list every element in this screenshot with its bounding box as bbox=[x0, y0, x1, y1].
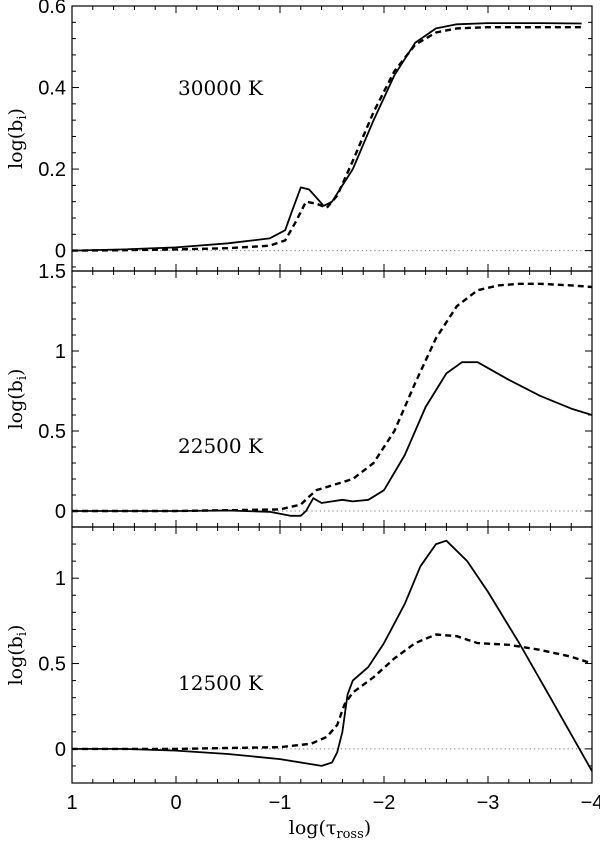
y-tick-label: 0.4 bbox=[38, 78, 66, 100]
y-tick-label: 0 bbox=[55, 241, 66, 263]
y-tick-label: 1.5 bbox=[38, 261, 66, 283]
x-tick-label: −2 bbox=[373, 792, 396, 814]
x-axis-title: log(τross) bbox=[289, 817, 371, 841]
x-tick-label: −4 bbox=[581, 792, 600, 814]
x-tick-label: 0 bbox=[170, 792, 181, 814]
x-tick-label: −3 bbox=[477, 792, 500, 814]
y-tick-label: 0.2 bbox=[38, 159, 66, 181]
x-axis-label-main: log(τ bbox=[289, 817, 337, 839]
x-axis-label: log(τross) bbox=[289, 817, 371, 841]
y-axis-label-main: log(b bbox=[5, 380, 27, 429]
y-axis-label: log(bi) bbox=[5, 625, 30, 686]
y-axis-label-subscript: i bbox=[15, 115, 30, 119]
y-tick-label: 0.5 bbox=[38, 654, 66, 676]
y-axis-label-subscript: i bbox=[15, 632, 30, 636]
panel-annotation: 30000 K bbox=[178, 76, 264, 100]
y-axis-label-subscript: i bbox=[15, 376, 30, 380]
y-axis-label-close: ) bbox=[5, 625, 27, 632]
y-tick-label: 0.6 bbox=[38, 0, 66, 18]
y-axis-label-main: log(b bbox=[5, 120, 27, 169]
y-tick-label: 1 bbox=[55, 341, 66, 363]
dashed-series-line bbox=[71, 26, 582, 252]
dashed-series-line bbox=[72, 633, 593, 751]
panel-frame bbox=[71, 5, 593, 272]
solid-series-line bbox=[71, 22, 582, 252]
y-tick-label: 0.5 bbox=[38, 421, 66, 443]
y-axis-label-close: ) bbox=[5, 108, 27, 115]
x-axis-label-close: ) bbox=[364, 817, 371, 839]
panel-frame bbox=[71, 270, 593, 528]
panel-frame bbox=[71, 526, 593, 784]
y-tick-label: 1 bbox=[55, 568, 66, 590]
panel-annotation: 12500 K bbox=[178, 671, 264, 695]
y-axis-label-main: log(b bbox=[5, 636, 27, 685]
y-tick-label: 0 bbox=[55, 501, 66, 523]
x-tick-labels: 1 0 −1 −2 −3 −4 bbox=[66, 792, 600, 814]
panel-1: 0 0.2 0.4 0.6 log(bi) 30000 K bbox=[5, 0, 593, 272]
x-tick-label: −1 bbox=[269, 792, 292, 814]
y-axis-label: log(bi) bbox=[5, 108, 30, 169]
panel-annotation: 22500 K bbox=[178, 434, 264, 458]
y-tick-label: 0 bbox=[55, 739, 66, 761]
x-axis-label-subscript: ross bbox=[336, 827, 363, 841]
panel-2: 0 0.5 1 1.5 log(bi) 22500 K bbox=[5, 261, 593, 528]
y-axis-label: log(bi) bbox=[5, 369, 30, 430]
dashed-series-line bbox=[72, 282, 593, 513]
panel-3: 0 0.5 1 log(bi) 12500 K bbox=[5, 526, 593, 784]
solid-series-line bbox=[72, 539, 593, 772]
x-tick-label: 1 bbox=[66, 792, 77, 814]
solid-series-line bbox=[72, 361, 593, 517]
y-axis-label-close: ) bbox=[5, 369, 27, 376]
